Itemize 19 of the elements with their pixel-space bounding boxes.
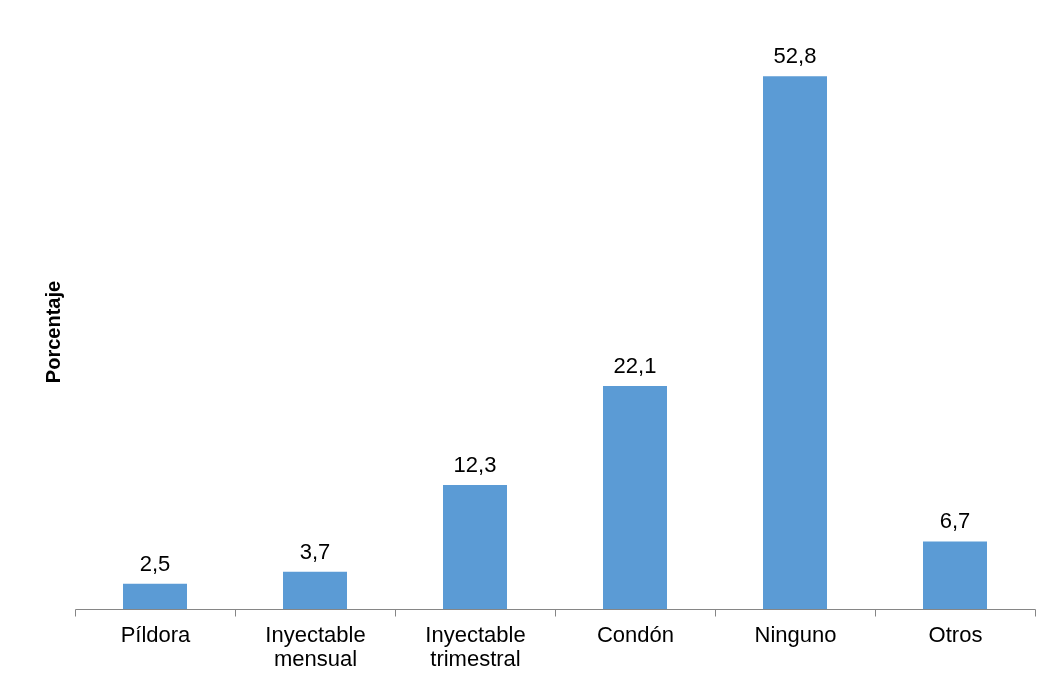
data-label: 3,7: [299, 538, 331, 564]
x-tick-label: Píldora: [120, 621, 192, 647]
bar: [763, 76, 827, 609]
data-label: 52,8: [773, 43, 817, 69]
y-axis-title: Porcentaje: [41, 280, 64, 384]
bar: [923, 541, 987, 609]
x-tick-label: Condón: [596, 621, 675, 647]
x-tick-label: Inyectable mensual: [265, 621, 366, 671]
data-label: 12,3: [453, 451, 497, 477]
bar: [283, 571, 347, 609]
x-tick-label: Otros: [928, 621, 983, 647]
bar: [123, 583, 187, 609]
bar: [443, 484, 507, 609]
data-label: 6,7: [939, 508, 971, 534]
x-tick-label: Ninguno: [754, 621, 837, 647]
data-label: 22,1: [613, 352, 657, 378]
x-tick-label: Inyectable trimestral: [425, 621, 526, 671]
data-label: 2,5: [139, 550, 171, 576]
bar: [603, 385, 667, 609]
